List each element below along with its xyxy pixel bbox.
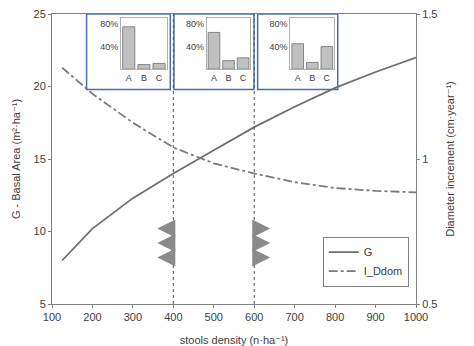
svg-text:1: 1 (422, 153, 428, 165)
svg-text:1.5: 1.5 (422, 8, 437, 20)
svg-text:80%: 80% (100, 19, 118, 29)
svg-text:700: 700 (285, 311, 303, 323)
svg-text:Diameter increment (cm·year⁻¹): Diameter increment (cm·year⁻¹) (444, 81, 456, 237)
svg-text:300: 300 (124, 311, 142, 323)
svg-text:B: B (141, 73, 147, 83)
svg-text:100: 100 (43, 311, 61, 323)
svg-text:5: 5 (40, 298, 46, 310)
svg-text:B: B (226, 73, 232, 83)
svg-text:stools density (n·ha⁻¹): stools density (n·ha⁻¹) (180, 334, 289, 346)
svg-text:400: 400 (164, 311, 182, 323)
svg-text:40%: 40% (186, 42, 204, 52)
svg-text:G - Basal Area (m²·ha⁻¹): G - Basal Area (m²·ha⁻¹) (10, 99, 22, 219)
svg-text:B: B (309, 73, 315, 83)
svg-text:80%: 80% (270, 19, 288, 29)
svg-text:40%: 40% (270, 42, 288, 52)
svg-text:40%: 40% (100, 42, 118, 52)
svg-text:80%: 80% (186, 19, 204, 29)
svg-text:10: 10 (34, 225, 46, 237)
svg-text:600: 600 (245, 311, 263, 323)
svg-text:G: G (364, 246, 373, 258)
svg-text:0.5: 0.5 (422, 298, 437, 310)
svg-text:A: A (126, 73, 132, 83)
svg-text:I_Ddom: I_Ddom (364, 265, 403, 277)
svg-text:1000: 1000 (404, 311, 428, 323)
svg-text:A: A (295, 73, 301, 83)
svg-text:20: 20 (34, 80, 46, 92)
svg-text:C: C (156, 73, 163, 83)
svg-text:C: C (240, 73, 247, 83)
svg-text:25: 25 (34, 8, 46, 20)
svg-text:15: 15 (34, 153, 46, 165)
svg-text:A: A (211, 73, 217, 83)
svg-text:C: C (324, 73, 331, 83)
svg-text:500: 500 (205, 311, 223, 323)
svg-text:200: 200 (83, 311, 101, 323)
svg-text:900: 900 (366, 311, 384, 323)
svg-text:800: 800 (326, 311, 344, 323)
